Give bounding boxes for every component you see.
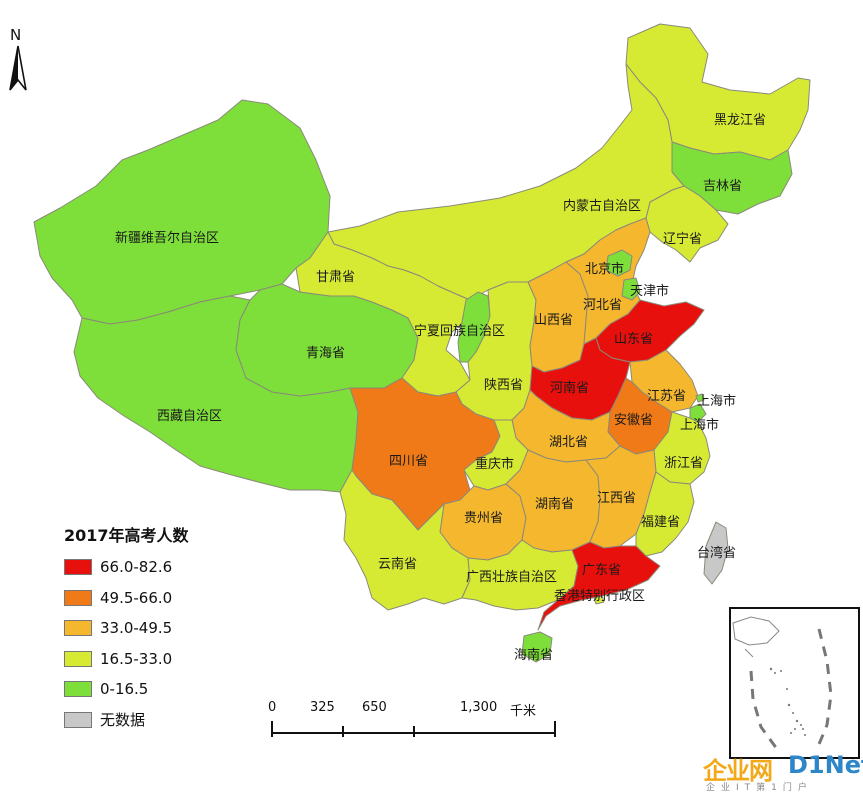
label-heilongjiang: 黑龙江省: [714, 113, 766, 128]
label-hongkong: 香港特别行政区: [554, 589, 645, 604]
label-yunnan: 云南省: [378, 556, 417, 572]
legend-label: 无数据: [100, 711, 146, 730]
scale-bar-graphic: [271, 721, 556, 737]
scale-unit: 千米: [510, 704, 537, 719]
label-zhejiang: 浙江省: [664, 456, 703, 471]
label-xinjiang: 新疆维吾尔自治区: [115, 230, 219, 246]
scale-tick-0: 0: [268, 700, 277, 715]
province-beijing: [605, 249, 633, 277]
watermark-brand-text: D1Net: [788, 751, 863, 779]
legend-item: 66.0-82.6: [64, 552, 189, 583]
legend-swatch: [64, 559, 92, 576]
legend-title: 2017年高考人数: [64, 526, 189, 545]
north-label: N: [10, 26, 22, 44]
legend-label: 16.5-33.0: [100, 649, 173, 668]
label-gansu: 甘肃省: [316, 270, 355, 285]
north-arrow-icon: [6, 28, 30, 94]
watermark-subtitle: 企业IT第1门户: [706, 783, 813, 793]
legend-label: 33.0-49.5: [100, 619, 173, 638]
legend-item: 33.0-49.5: [64, 613, 189, 644]
legend: 2017年高考人数 66.0-82.6 49.5-66.0 33.0-49.5 …: [64, 522, 189, 735]
label-neimenggu: 内蒙古自治区: [563, 198, 641, 214]
label-shanghai-b: 上海市: [680, 417, 719, 433]
label-xizang: 西藏自治区: [157, 409, 222, 424]
label-shaanxi: 陕西省: [484, 378, 523, 393]
province-tianjin: [621, 277, 641, 301]
label-sichuan: 四川省: [389, 454, 428, 469]
scale-tick-3: 1,300: [460, 700, 498, 715]
legend-item: 0-16.5: [64, 674, 189, 705]
south-china-sea-inset: [729, 607, 860, 759]
province-liaoning: [645, 185, 729, 263]
province-hainan: [521, 631, 553, 663]
label-hebei: 河北省: [583, 298, 622, 313]
legend-swatch: [64, 589, 92, 606]
legend-item: 49.5-66.0: [64, 583, 189, 614]
label-tianjin: 天津市: [630, 283, 669, 299]
label-shanxi: 山西省: [534, 313, 573, 328]
legend-swatch: [64, 620, 92, 637]
province-shanghai-a: [689, 403, 707, 423]
d1net-watermark-logo: 企业网 D1Net 企业IT第1门户: [700, 750, 863, 794]
watermark-main-text: 企业网: [703, 757, 773, 785]
label-jiangsu: 江苏省: [647, 388, 686, 404]
province-taiwan: [703, 521, 729, 585]
label-anhui: 安徽省: [614, 413, 653, 428]
label-guangxi: 广西壮族自治区: [466, 569, 557, 585]
label-henan: 河南省: [550, 380, 589, 396]
legend-swatch: [64, 650, 92, 667]
legend-label: 49.5-66.0: [100, 588, 173, 607]
legend-item: 16.5-33.0: [64, 644, 189, 675]
label-guangdong: 广东省: [582, 563, 621, 578]
label-jilin: 吉林省: [703, 179, 742, 194]
label-hainan: 海南省: [514, 647, 553, 663]
legend-swatch: [64, 681, 92, 698]
province-hongkong: [593, 595, 605, 605]
label-hubei: 湖北省: [549, 435, 588, 450]
label-guizhou: 贵州省: [464, 511, 503, 526]
label-shanghai-a: 上海市: [697, 393, 736, 409]
scale-tick-2: 650: [362, 700, 387, 715]
legend-label: 0-16.5: [100, 680, 149, 699]
scale-tick-1: 325: [310, 700, 335, 715]
scale-bar: 0 325 650 1,300 千米: [262, 700, 562, 750]
legend-label: 66.0-82.6: [100, 558, 173, 577]
province-shanghai-b: [695, 393, 705, 403]
label-taiwan: 台湾省: [697, 545, 736, 561]
label-beijing: 北京市: [585, 261, 624, 277]
label-jiangxi: 江西省: [597, 491, 636, 506]
province-fujian: [635, 471, 695, 557]
label-qinghai: 青海省: [306, 346, 345, 361]
legend-swatch: [64, 711, 92, 728]
label-chongqing: 重庆市: [475, 456, 514, 472]
province-gansu: [295, 231, 471, 397]
label-shandong: 山东省: [614, 332, 653, 347]
legend-item: 无数据: [64, 705, 189, 736]
label-fujian: 福建省: [641, 515, 680, 530]
label-liaoning: 辽宁省: [663, 231, 702, 247]
label-hunan: 湖南省: [535, 496, 574, 512]
label-ningxia: 宁夏回族自治区: [414, 323, 505, 339]
